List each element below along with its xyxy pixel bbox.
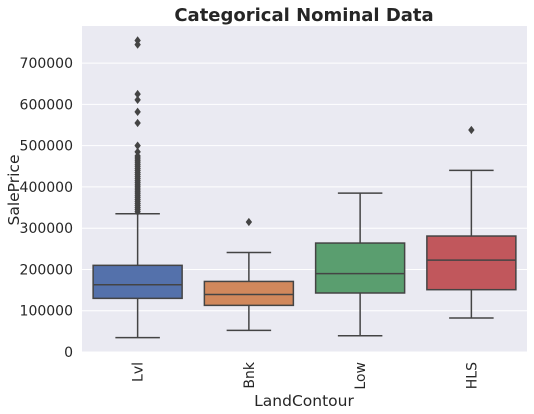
y-tick-label: 200000 xyxy=(20,262,73,278)
x-tick-label: Lvl xyxy=(131,362,147,382)
y-tick-label: 600000 xyxy=(20,97,73,113)
chart-title: Categorical Nominal Data xyxy=(174,5,433,26)
x-tick-labels: Lvl Bnk Low HLS xyxy=(131,361,481,389)
y-axis-label: SalePrice xyxy=(5,155,23,226)
x-tick-label: HLS xyxy=(464,362,480,389)
x-tick-label: Bnk xyxy=(242,361,258,388)
box-body xyxy=(427,236,516,290)
y-tick-labels: 0 100000 200000 300000 400000 500000 600000 700… xyxy=(20,56,73,361)
box-body xyxy=(316,243,405,293)
y-tick-label: 300000 xyxy=(20,221,73,237)
y-tick-label: 400000 xyxy=(20,180,73,196)
y-tick-label: 100000 xyxy=(20,304,73,320)
y-tick-label: 500000 xyxy=(20,139,73,155)
y-tick-label: 0 xyxy=(64,345,73,361)
box-body xyxy=(93,265,182,298)
box-body xyxy=(204,281,293,305)
y-tick-label: 700000 xyxy=(20,56,73,72)
plot-background xyxy=(82,26,527,352)
x-axis-label: LandContour xyxy=(254,392,354,410)
x-tick-label: Low xyxy=(353,362,369,390)
